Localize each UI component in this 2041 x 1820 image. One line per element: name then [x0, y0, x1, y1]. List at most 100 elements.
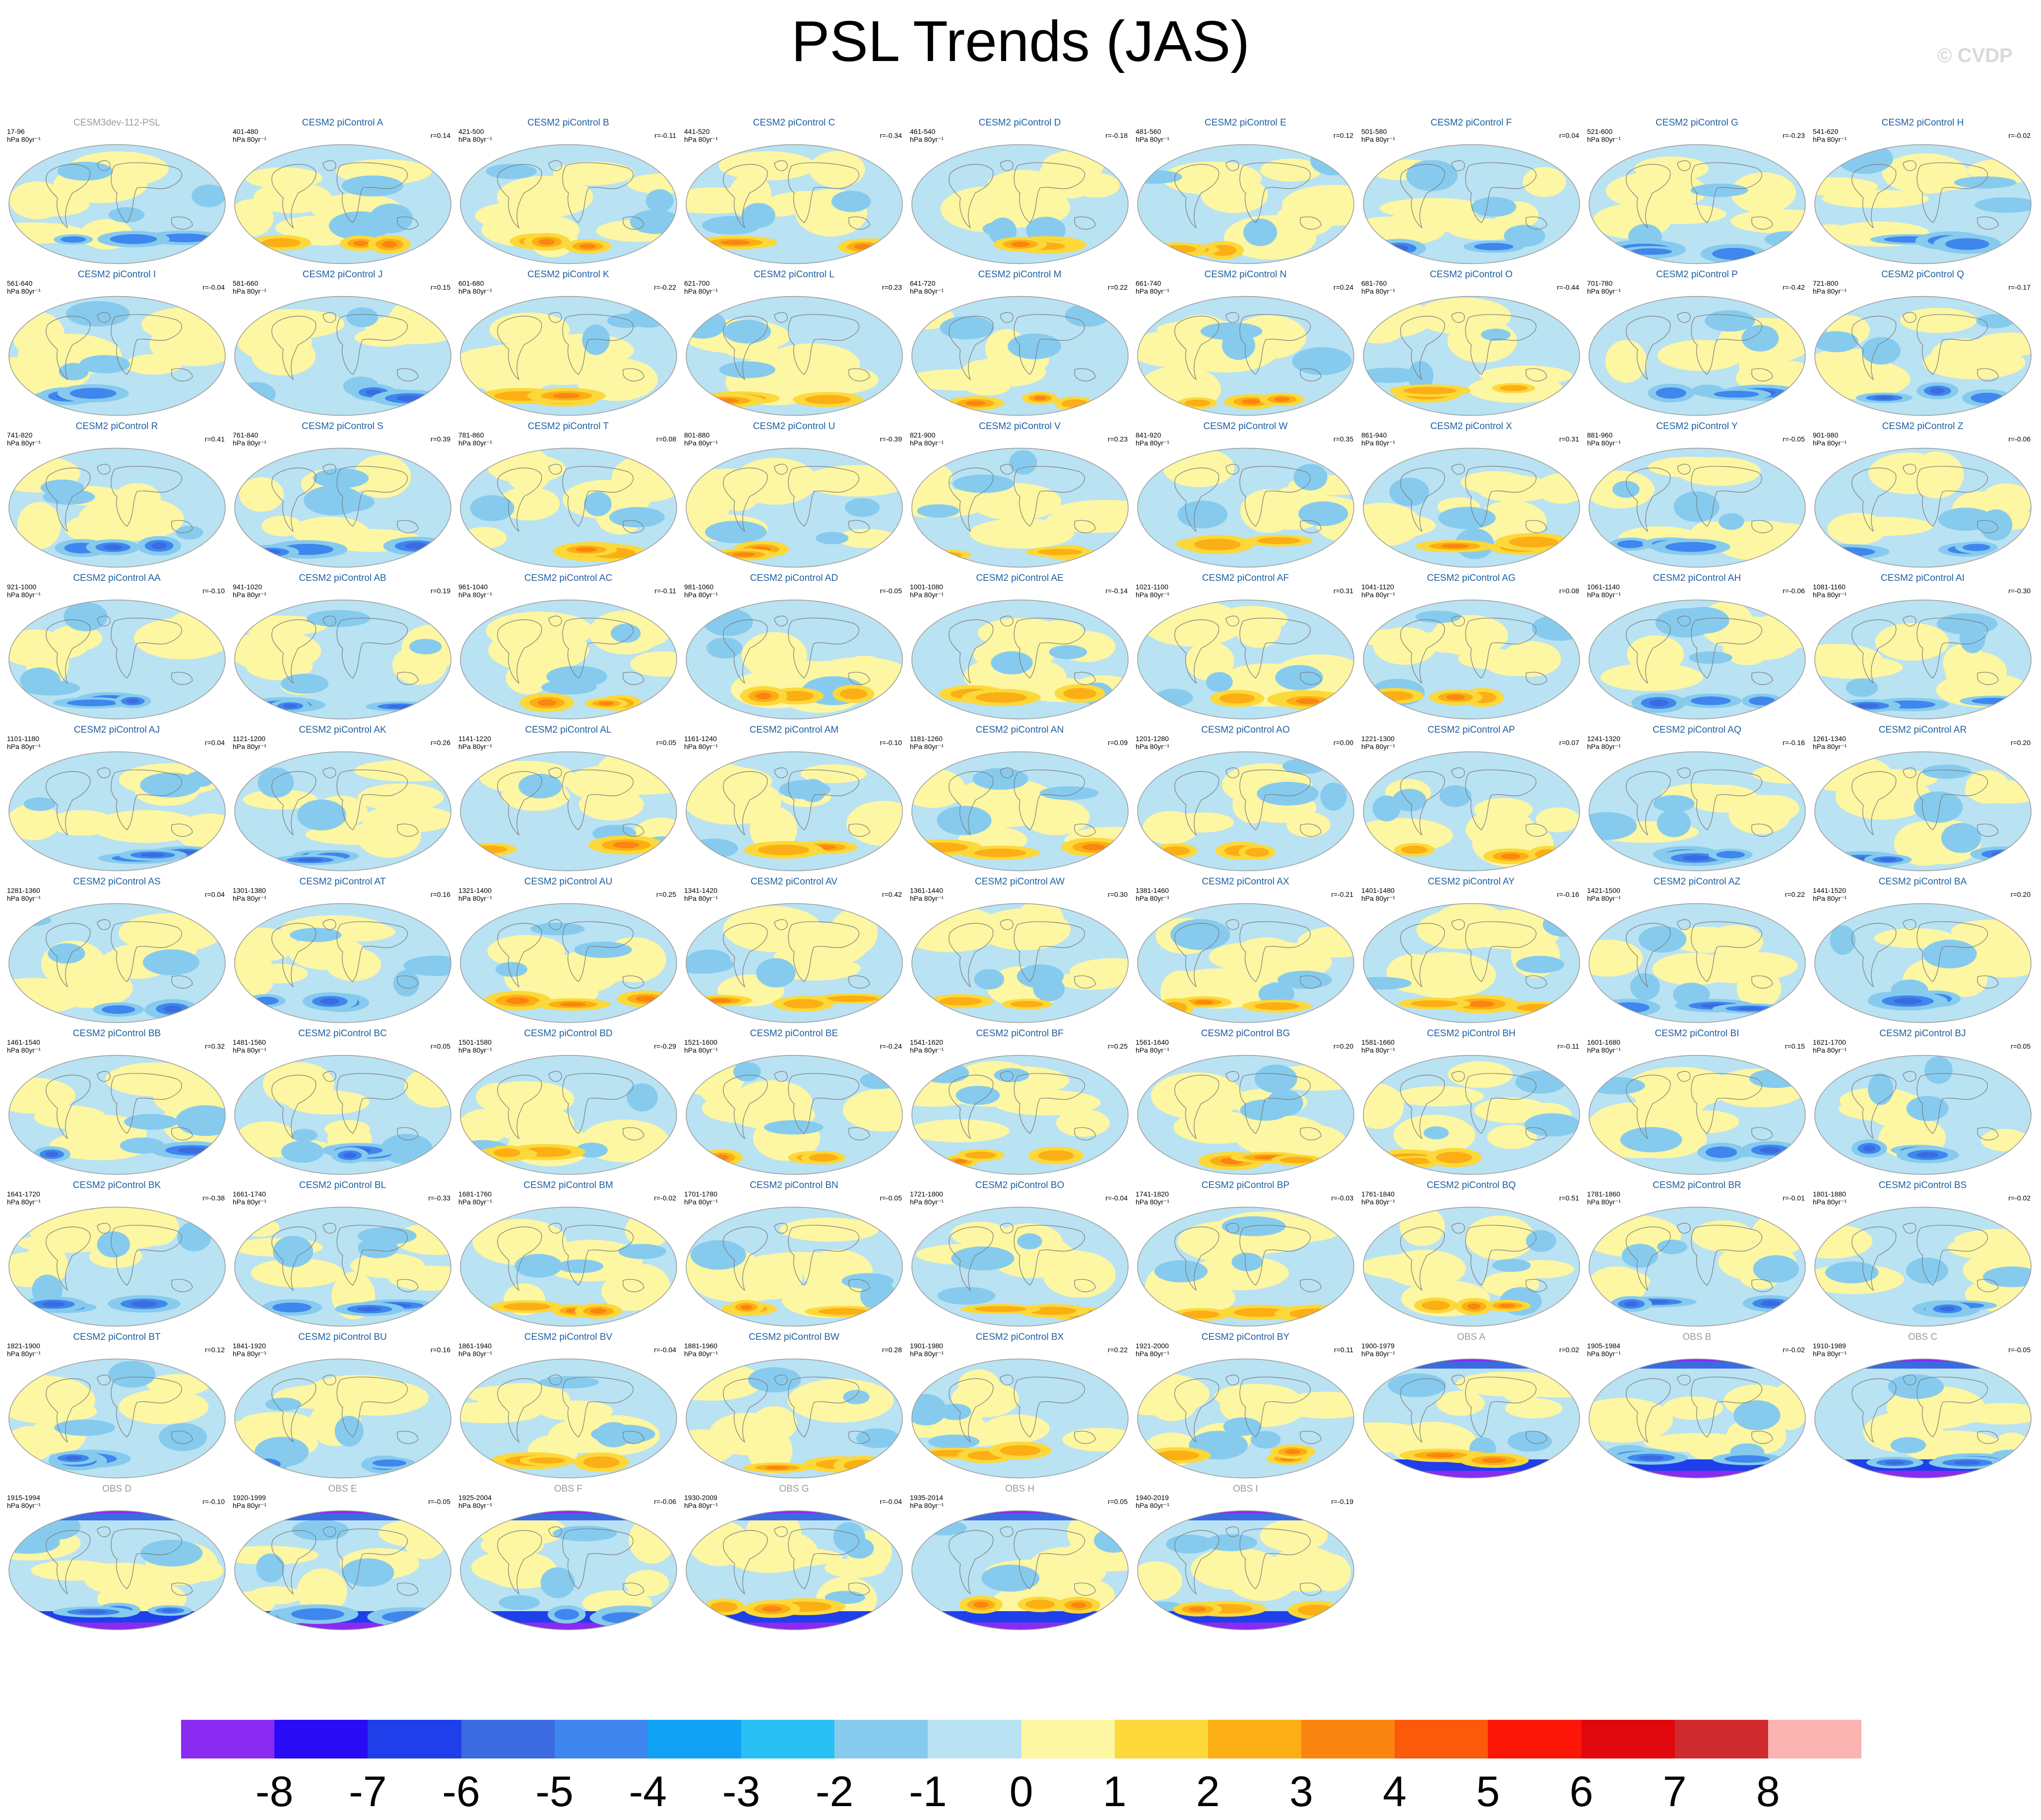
- panel-years: 1861-1940: [458, 1342, 492, 1350]
- colorbar-box: [1488, 1720, 1582, 1758]
- panel-years: 401-480: [233, 127, 258, 135]
- panel-years: 641-720: [910, 279, 936, 287]
- map-container: [911, 902, 1129, 1024]
- panel-title: OBS A: [1457, 1332, 1486, 1342]
- panel-units: hPa 80yr⁻¹: [684, 1046, 718, 1054]
- panel-correlation: r=-0.44: [1557, 283, 1579, 291]
- map-container: [1137, 143, 1355, 265]
- panel-years: 1441-1520: [1813, 886, 1846, 894]
- panel-correlation: r=0.07: [1559, 739, 1579, 747]
- panel-title: CESM3dev-112-PSL: [73, 118, 160, 128]
- panel-units: hPa 80yr⁻¹: [1587, 1350, 1621, 1358]
- panel-title: CESM2 piControl AQ: [1653, 725, 1741, 735]
- panel-years: 821-900: [910, 431, 936, 439]
- panel-correlation: r=-0.02: [654, 1194, 676, 1202]
- panel-title: CESM2 piControl BA: [1878, 877, 1967, 887]
- map-panel: CESM2 piControl BM 1681-1760 hPa 80yr⁻¹ r=-…: [455, 1180, 681, 1331]
- map-panel: CESM2 piControl AI 1081-1160 hPa 80yr⁻¹ r=-…: [1810, 573, 2036, 724]
- panel-title: CESM2 piControl B: [527, 118, 609, 128]
- trend-map: [1363, 903, 1580, 1023]
- colorbar-box: [1395, 1720, 1488, 1758]
- panel-units: hPa 80yr⁻¹: [1587, 439, 1621, 447]
- panel-title: CESM2 piControl I: [77, 269, 156, 280]
- map-container: [685, 1358, 903, 1479]
- panel-correlation: r=0.14: [430, 131, 450, 139]
- panel-years: 581-660: [233, 279, 258, 287]
- colorbar-box: [1114, 1720, 1209, 1758]
- map-panel: CESM2 piControl AE 1001-1080 hPa 80yr⁻¹ r=-…: [907, 573, 1133, 724]
- map-panel: CESM2 piControl P 701-780 hPa 80yr⁻¹ r=-0.4…: [1584, 269, 1810, 421]
- panel-title: CESM2 piControl BE: [750, 1028, 838, 1039]
- panel-units: hPa 80yr⁻¹: [233, 1046, 267, 1054]
- map-panel: CESM2 piControl BK 1641-1720 hPa 80yr⁻¹ r=-…: [4, 1180, 230, 1331]
- colorbar-box: [181, 1720, 275, 1758]
- map-panel: CESM2 piControl BQ 1761-1840 hPa 80yr⁻¹ r=0…: [1358, 1180, 1584, 1331]
- panel-years: 721-800: [1813, 279, 1839, 287]
- map-panel: CESM2 piControl AX 1381-1460 hPa 80yr⁻¹ r=-…: [1133, 877, 1358, 1028]
- map-panel: CESM2 piControl AA 921-1000 hPa 80yr⁻¹ r=-0…: [4, 573, 230, 724]
- colorbar-box: [368, 1720, 461, 1758]
- map-panel: OBS G 1930-2009 hPa 80yr⁻¹ r=-0.04: [681, 1484, 907, 1635]
- panel-units: hPa 80yr⁻¹: [910, 743, 944, 751]
- panel-units: hPa 80yr⁻¹: [1813, 894, 1847, 902]
- map-container: [459, 751, 678, 872]
- panel-units: hPa 80yr⁻¹: [684, 1350, 718, 1358]
- panel-correlation: r=0.09: [1107, 739, 1128, 747]
- panel-correlation: r=-0.14: [1105, 587, 1128, 595]
- panel-correlation: r=0.20: [1333, 1042, 1353, 1050]
- map-container: [1814, 1358, 2032, 1479]
- trend-map: [1363, 1055, 1580, 1175]
- panel-units: hPa 80yr⁻¹: [1813, 743, 1847, 751]
- panel-years: 1481-1560: [233, 1038, 266, 1046]
- panel-years: 541-620: [1813, 127, 1839, 135]
- trend-map: [460, 751, 677, 872]
- panel-units: hPa 80yr⁻¹: [458, 1350, 493, 1358]
- panel-years: 681-760: [1361, 279, 1387, 287]
- map-container: [1137, 1206, 1355, 1327]
- map-panel: CESM2 piControl AP 1221-1300 hPa 80yr⁻¹ r=0…: [1358, 725, 1584, 876]
- trend-map: [686, 1055, 903, 1175]
- panel-units: hPa 80yr⁻¹: [1136, 1502, 1170, 1509]
- panel-title: CESM2 piControl A: [302, 118, 383, 128]
- trend-map: [686, 447, 903, 568]
- map-container: [459, 1054, 678, 1176]
- panel-correlation: r=-0.10: [880, 739, 902, 747]
- panel-title: CESM2 piControl Z: [1882, 421, 1964, 432]
- panel-correlation: r=-0.04: [202, 283, 225, 291]
- trend-map: [1137, 751, 1354, 872]
- panel-correlation: r=0.12: [204, 1346, 225, 1354]
- map-panel: CESM2 piControl AS 1281-1360 hPa 80yr⁻¹ r=0…: [4, 877, 230, 1028]
- map-panel: OBS C 1910-1989 hPa 80yr⁻¹ r=-0.05: [1810, 1332, 2036, 1483]
- panel-correlation: r=0.08: [656, 435, 676, 443]
- panel-title: OBS F: [554, 1484, 582, 1494]
- panel-years: 1241-1320: [1587, 735, 1620, 743]
- panel-years: 1161-1240: [684, 735, 717, 743]
- map-panel: CESM2 piControl BL 1661-1740 hPa 80yr⁻¹ r=-…: [230, 1180, 455, 1331]
- map-container: [685, 447, 903, 568]
- panel-correlation: r=-0.04: [880, 1498, 902, 1506]
- panel-correlation: r=-0.11: [654, 131, 676, 139]
- panel-units: hPa 80yr⁻¹: [1136, 439, 1170, 447]
- panel-title: CESM2 piControl BS: [1878, 1180, 1967, 1191]
- panel-years: 481-560: [1136, 127, 1161, 135]
- panel-correlation: r=-0.04: [1105, 1194, 1128, 1202]
- colorbar-box: [928, 1720, 1021, 1758]
- trend-map: [686, 1206, 903, 1327]
- map-panel: CESM2 piControl BO 1721-1800 hPa 80yr⁻¹ r=-…: [907, 1180, 1133, 1331]
- trend-map: [234, 751, 451, 872]
- panel-years: 1141-1220: [458, 735, 491, 743]
- panel-title: CESM2 piControl BC: [298, 1028, 387, 1039]
- panel-title: CESM2 piControl AX: [1202, 877, 1289, 887]
- panel-years: 441-520: [684, 127, 710, 135]
- panel-correlation: r=-0.18: [1105, 131, 1128, 139]
- panel-correlation: r=-0.22: [654, 283, 676, 291]
- trend-map: [234, 447, 451, 568]
- map-container: [1137, 751, 1355, 872]
- panel-correlation: r=0.00: [1333, 739, 1353, 747]
- map-container: [234, 599, 452, 720]
- panel-correlation: r=-0.02: [1783, 1346, 1805, 1354]
- panel-years: 1281-1360: [7, 886, 40, 894]
- map-panel: CESM2 piControl S 761-840 hPa 80yr⁻¹ r=0.39: [230, 421, 455, 572]
- map-container: [1588, 1358, 1806, 1479]
- panel-years: 1741-1820: [1136, 1190, 1169, 1198]
